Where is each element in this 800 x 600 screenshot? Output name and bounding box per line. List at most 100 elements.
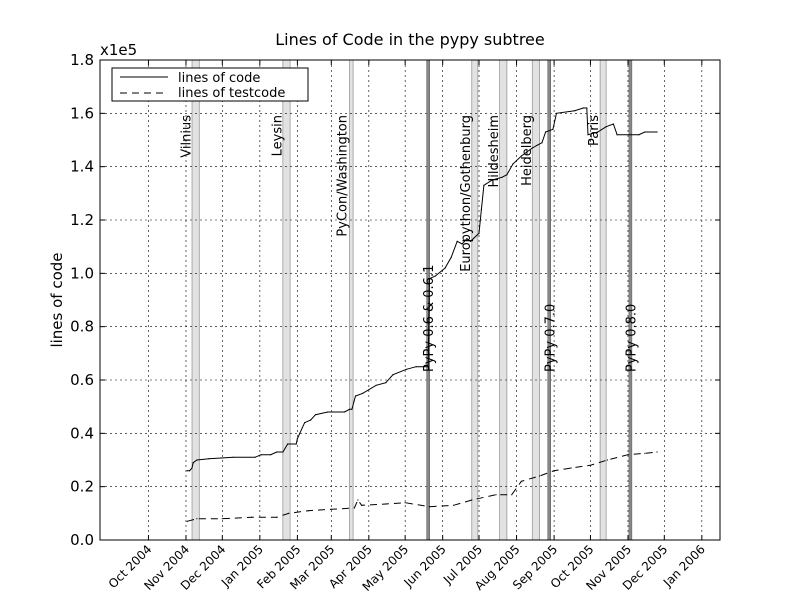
data-point — [304, 422, 306, 424]
data-point — [541, 142, 543, 144]
y-axis-label: lines of code — [48, 252, 66, 347]
data-point — [208, 458, 210, 460]
data-point — [196, 459, 198, 461]
data-point — [450, 256, 452, 258]
event-label: Leysin — [270, 115, 285, 156]
data-point — [539, 475, 541, 477]
event-spans — [191, 59, 607, 541]
data-point — [536, 144, 538, 146]
data-point — [605, 126, 607, 128]
data-point — [276, 516, 278, 518]
data-point — [260, 454, 262, 456]
plot-frame — [99, 59, 721, 541]
data-point — [616, 134, 618, 136]
y-tick-label: 1.8 — [70, 51, 94, 69]
data-point — [444, 267, 446, 269]
data-point — [587, 134, 589, 136]
data-point — [480, 208, 482, 210]
data-point — [644, 131, 646, 133]
data-point — [491, 179, 493, 181]
data-point — [586, 107, 588, 109]
data-point — [428, 506, 430, 508]
event-label: Paris — [587, 115, 602, 146]
data-point — [553, 470, 555, 472]
release-label: PyPy 0.6 & 0.6.1 — [422, 265, 437, 372]
data-point — [461, 243, 463, 245]
chart-title: Lines of Code in the pypy subtree — [275, 30, 545, 49]
data-point — [512, 163, 514, 165]
data-point — [354, 395, 357, 397]
data-point — [404, 502, 406, 504]
data-point — [375, 384, 377, 386]
data-point — [385, 382, 387, 384]
data-point — [186, 520, 188, 522]
release-line-1 — [547, 59, 552, 541]
event-label: Europython/Gothenburg — [459, 115, 474, 272]
y-tick-label: 0.4 — [70, 424, 94, 442]
event-labels: Vilnius Leysin PyCon/Washington Europython/… — [180, 115, 640, 372]
series-line-lines-of-code — [187, 107, 657, 472]
data-point — [656, 131, 658, 133]
data-point — [250, 516, 252, 518]
data-point — [606, 459, 609, 461]
data-point — [348, 408, 351, 410]
data-point — [330, 508, 332, 510]
data-point — [469, 240, 472, 242]
data-point — [232, 456, 234, 458]
data-point — [392, 374, 394, 376]
data-point — [638, 134, 640, 136]
data-point — [627, 454, 629, 456]
data-point — [644, 452, 646, 454]
y-tick-label: 1.0 — [70, 264, 94, 282]
data-point — [552, 128, 554, 130]
data-point — [196, 518, 198, 520]
data-point — [357, 499, 359, 501]
data-point — [656, 451, 658, 453]
legend-label-testcode: lines of testcode — [178, 86, 285, 101]
event-label: Heidelberg — [520, 115, 535, 186]
data-point — [282, 451, 284, 453]
event-label: Vilnius — [180, 115, 195, 158]
data-point — [192, 462, 194, 464]
y-tick-label: 1.4 — [70, 158, 94, 176]
data-point — [385, 503, 387, 505]
data-point — [287, 443, 289, 445]
release-label: PyPy 0.8.0 — [624, 304, 639, 372]
data-point — [314, 414, 317, 416]
data-point — [189, 470, 191, 472]
data-point — [531, 147, 533, 149]
data-point — [405, 368, 407, 370]
data-point — [288, 512, 290, 514]
data-point — [570, 467, 572, 469]
data-point — [186, 470, 188, 472]
data-point — [495, 494, 497, 496]
data-point — [612, 123, 615, 125]
data-point — [456, 240, 458, 242]
data-point — [428, 278, 430, 280]
y-tick-label: 1.6 — [70, 104, 94, 122]
data-point — [545, 131, 547, 133]
data-point — [415, 366, 417, 368]
data-point — [254, 456, 256, 458]
data-point — [344, 411, 346, 413]
series-lines — [186, 107, 658, 522]
data-point — [483, 184, 485, 186]
data-point — [511, 494, 513, 496]
legend: lines of code lines of testcode — [111, 67, 309, 102]
y-axis-ticks: 0.0 0.2 0.4 0.6 0.8 1.0 1.2 1.4 1.6 1.8 — [70, 51, 720, 549]
data-point — [478, 232, 480, 234]
legend-box — [111, 67, 309, 102]
data-point — [506, 174, 508, 176]
data-point — [361, 504, 363, 506]
data-point — [520, 480, 523, 482]
data-point — [191, 467, 193, 469]
y-tick-label: 0.0 — [70, 531, 94, 549]
data-point — [427, 366, 429, 368]
data-point — [307, 510, 309, 512]
y-tick-label: 0.2 — [70, 478, 94, 496]
data-point — [310, 419, 312, 421]
y-tick-label: 1.2 — [70, 211, 94, 229]
y-tick-label: 0.6 — [70, 371, 94, 389]
data-point — [555, 112, 558, 114]
